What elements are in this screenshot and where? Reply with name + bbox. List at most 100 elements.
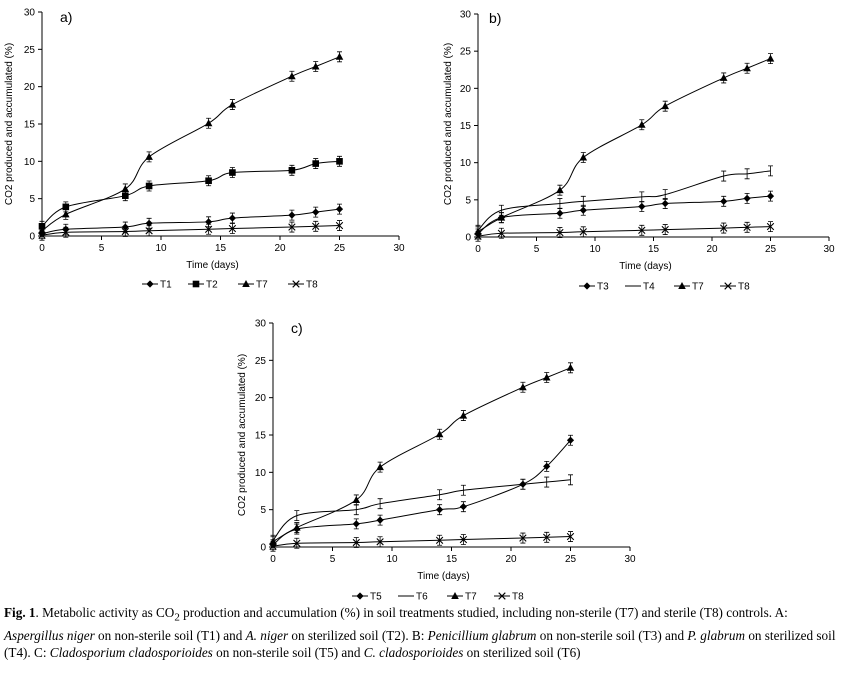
data-point-x: [435, 536, 444, 544]
data-point-triangle: [638, 120, 646, 128]
chart-panel-2: 0 5 10 15 20 25 30 0 5 10 15 20 25 30 Time (days) CO2 p…: [443, 10, 835, 293]
y-tick-label: 0: [465, 233, 471, 244]
x-tick-label: 30: [624, 554, 636, 565]
data-point-diamond: [566, 436, 575, 444]
data-point-x: [766, 222, 775, 231]
data-point-triangle: [311, 62, 320, 70]
data-point-diamond: [638, 202, 646, 211]
legend: T5 T6 T7 T8: [352, 592, 524, 603]
y-tick-label: 0: [260, 543, 266, 554]
error-bar: [437, 489, 443, 501]
panel-label: a): [60, 9, 72, 25]
caption-species: Penicillium glabrum: [427, 627, 537, 643]
series-T8: [474, 221, 775, 242]
data-point-x: [720, 224, 728, 232]
x-tick-label: 15: [446, 554, 458, 565]
data-point-diamond: [146, 280, 154, 288]
data-point-triangle: [62, 210, 70, 218]
series-line-T7: [41, 56, 340, 232]
caption-text: on non-sterile soil (T3) and: [536, 627, 688, 643]
data-point-triangle: [459, 411, 468, 419]
data-point-x: [352, 538, 360, 547]
data-point-square: [205, 177, 212, 185]
error-bar: [639, 191, 645, 203]
data-point-diamond: [579, 206, 587, 214]
x-tick-label: 25: [765, 244, 777, 255]
data-point-x: [743, 223, 751, 232]
data-point-diamond: [312, 208, 320, 216]
data-point-x: [228, 224, 237, 233]
x-tick-label: 0: [270, 554, 276, 565]
y-tick-label: 5: [29, 194, 35, 205]
data-point-diamond: [583, 282, 591, 290]
chart-panel-3: 0 5 10 15 20 25 30 0 5 10 15 20 25 30 Time (days) CO2 p…: [237, 319, 636, 603]
data-point-triangle: [293, 523, 301, 531]
data-point-triangle: [556, 186, 564, 194]
caption-species: P. glabrum: [687, 627, 746, 643]
data-point-diamond: [205, 218, 213, 226]
x-tick-label: 5: [99, 243, 105, 254]
error-bar: [768, 165, 773, 177]
y-tick-label: 20: [24, 82, 36, 93]
x-tick-label: 10: [155, 243, 167, 254]
x-tick-label: 30: [393, 243, 405, 254]
data-point-x: [459, 535, 468, 544]
caption-species: Aspergillus niger: [4, 627, 95, 643]
data-point-x: [62, 228, 70, 236]
data-point-x: [661, 225, 669, 234]
data-point-square: [288, 166, 296, 174]
y-tick-label: 15: [460, 121, 472, 132]
series-line-T7: [272, 367, 571, 543]
caption-species: C. cladosporioides: [363, 644, 464, 660]
series-T7: [269, 362, 575, 548]
error-bar: [544, 476, 550, 488]
y-tick-label: 30: [255, 319, 267, 330]
series-T8: [269, 531, 575, 552]
data-point-square: [145, 182, 153, 190]
x-tick-label: 25: [334, 243, 346, 254]
data-point-diamond: [335, 205, 344, 213]
data-point-x: [724, 282, 732, 290]
y-tick-label: 0: [29, 232, 35, 243]
series-T8: [38, 220, 344, 241]
data-point-x: [498, 592, 506, 600]
data-point-square: [336, 158, 343, 165]
series-line-T4: [477, 170, 771, 231]
y-tick-label: 10: [460, 158, 472, 169]
legend-label: T8: [512, 592, 524, 603]
x-axis-label: Time (days): [619, 261, 671, 272]
x-tick-label: 30: [823, 244, 835, 255]
data-point-x: [497, 229, 506, 237]
data-point-triangle: [519, 383, 527, 391]
legend-label: T5: [370, 592, 382, 603]
series-T7: [474, 53, 775, 238]
data-point-triangle: [435, 430, 444, 438]
y-tick-label: 15: [255, 431, 267, 442]
data-point-x: [579, 228, 587, 236]
data-point-diamond: [352, 520, 360, 528]
error-bar: [377, 498, 383, 510]
data-point-triangle: [288, 72, 296, 80]
data-point-square: [229, 169, 236, 176]
y-tick-label: 25: [24, 45, 36, 56]
data-point-x: [376, 538, 384, 546]
data-point-diamond: [228, 214, 236, 222]
error-bar: [721, 170, 727, 182]
figure-caption: Fig. 1. Metabolic activity as CO2 produc…: [4, 604, 844, 661]
y-tick-label: 25: [255, 356, 267, 367]
x-tick-label: 20: [505, 554, 517, 565]
y-tick-label: 5: [465, 195, 471, 206]
caption-text: on sterilized soil (T4). C:: [4, 627, 836, 660]
legend-label: T3: [597, 282, 609, 293]
x-tick-label: 0: [475, 244, 481, 255]
legend: T3 T4 T7 T8: [579, 282, 750, 293]
data-point-triangle: [766, 54, 775, 62]
y-axis-label: CO2 produced and accumulated (%): [237, 354, 248, 516]
data-point-triangle: [376, 463, 384, 471]
data-point-triangle: [566, 363, 575, 371]
legend-label: T1: [160, 280, 172, 291]
data-point-diamond: [720, 197, 728, 205]
series-T4: [475, 165, 773, 236]
error-bar: [744, 168, 750, 180]
